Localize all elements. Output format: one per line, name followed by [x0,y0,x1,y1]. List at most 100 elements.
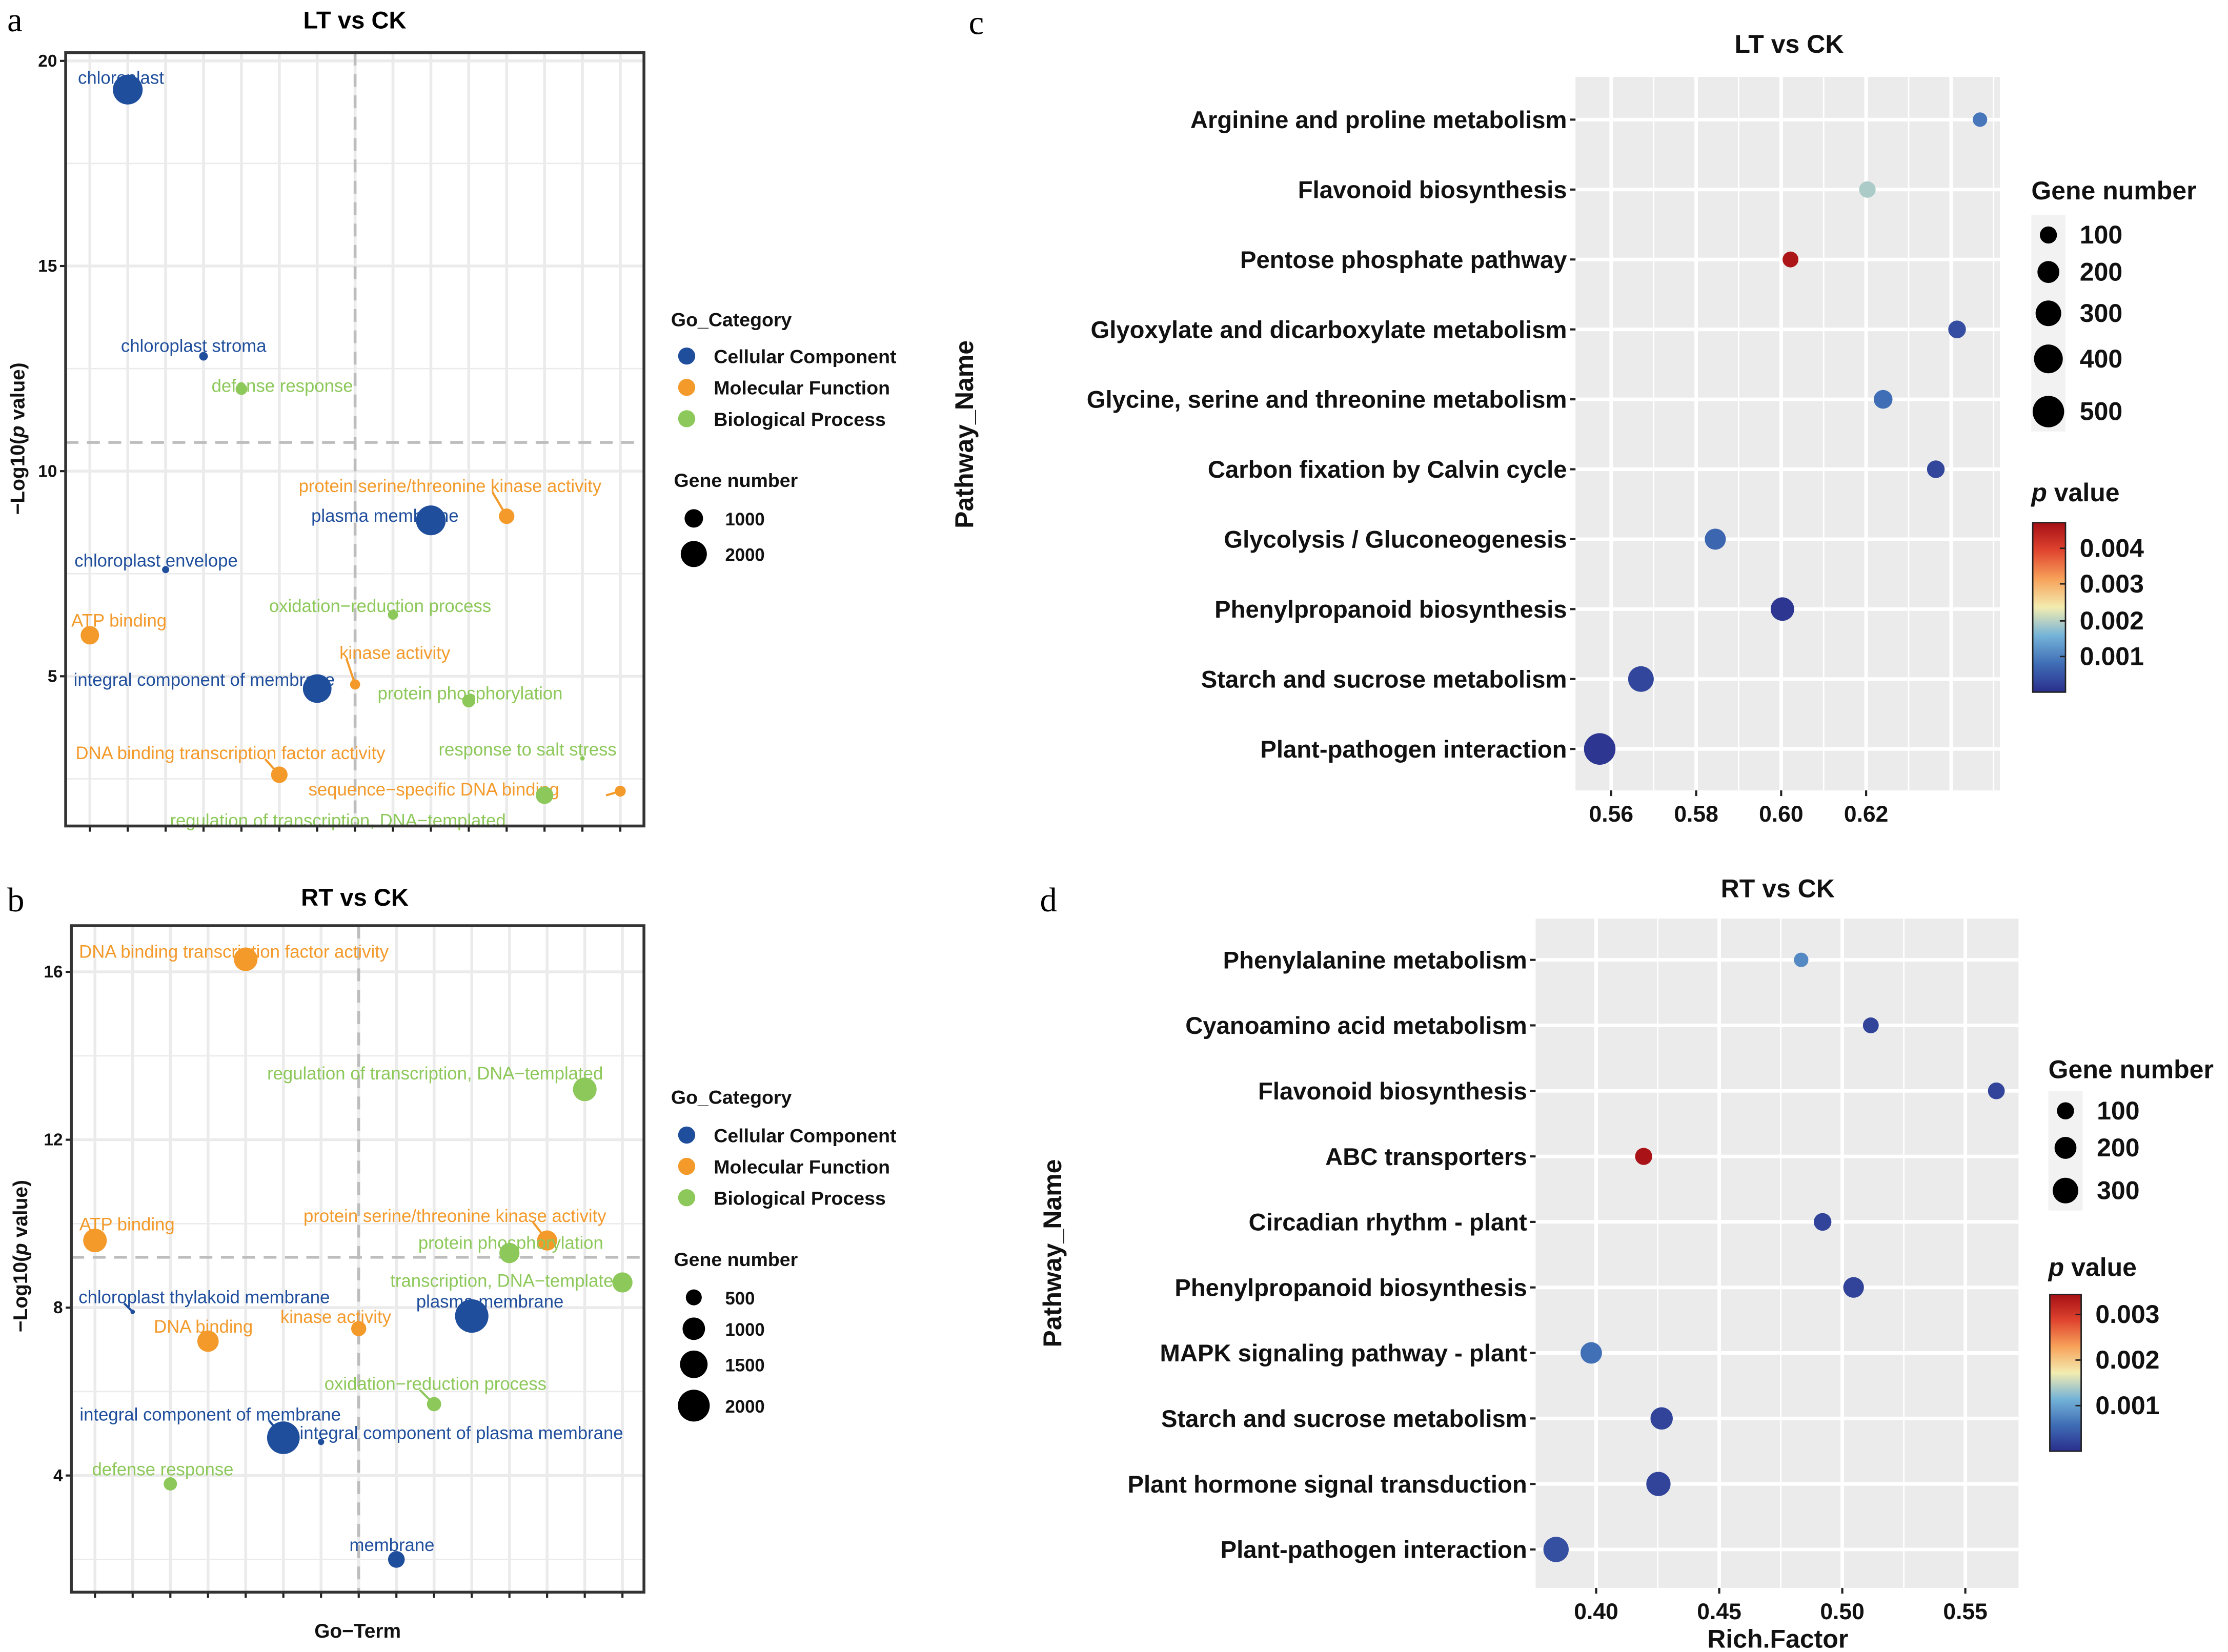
panel-b: b RT vs CK −Log10(p value) Go−Term 4 8 12 1… [7,882,897,1642]
panel-letter: d [1040,882,1057,919]
legend-title: p value [2048,1253,2137,1281]
data-point [1927,460,1945,478]
legend-size-label: 300 [2097,1176,2139,1205]
y-axis-label: −Log10(p value) [7,362,29,515]
legend: Go_Category Cellular Component Molecular F… [671,309,897,567]
y-tick-label: 10 [38,462,57,481]
data-point [199,352,208,361]
legend-swatch [678,1189,696,1207]
legend: Go_Category Cellular Component Molecular F… [671,1086,897,1422]
legend-title-rest: value [2064,1253,2137,1281]
pathway-label: Circadian rhythm - plant [1249,1209,1527,1236]
y-tick-label: 4 [53,1466,63,1485]
data-point [1543,1537,1569,1562]
pathway-label: Phenylpropanoid biosynthesis [1174,1274,1527,1301]
x-tick-label: 0.58 [1674,802,1718,827]
y-tick-label: 20 [38,52,57,71]
point-label: membrane [350,1536,435,1555]
pathway-label: Phenylalanine metabolism [1223,947,1527,974]
plot-area: 5 10 15 20 chloroplast chloroplast stroma defe… [38,51,645,832]
x-tick-label: 0.62 [1844,802,1889,827]
color-bar-label: 0.003 [2095,1300,2159,1329]
pathway-label: Carbon fixation by Calvin cycle [1208,456,1567,483]
legend-size-swatch [2032,396,2064,427]
legend-title: Gene number [2049,1055,2214,1084]
legend-swatch [678,1157,696,1175]
label-leader-line [264,758,280,776]
point-label: sequence−specific DNA binding [309,780,559,800]
legend-size-label: 1000 [725,1320,764,1340]
data-point [1794,952,1809,967]
pathway-label: Phenylpropanoid biosynthesis [1214,596,1567,623]
data-point [197,1330,219,1352]
color-bar-label: 0.002 [2095,1345,2159,1374]
legend-title: Gene number [674,470,798,491]
label-leader-line [605,790,621,797]
legend-title: Go_Category [671,1086,792,1108]
pathway-label: Glycolysis / Gluconeogenesis [1224,526,1567,554]
legend-size-swatch [2052,1177,2079,1204]
chart-title: LT vs CK [1734,30,1844,58]
data-point [499,508,515,524]
legend-size-swatch [678,1390,710,1422]
legend: Gene number 100 200 300 400 500 p value 0.004 0.… [2030,176,2197,693]
pathway-label: Starch and sucrose metabolism [1201,666,1567,693]
y-axis-label: Pathway_Name [950,340,979,528]
x-tick-label: 0.40 [1574,1599,1618,1624]
data-point [83,1229,107,1253]
point-label: regulation of transcription, DNA−templat… [170,811,505,831]
data-point [462,694,476,708]
pathway-label: Flavonoid biosynthesis [1298,176,1567,203]
legend-size-swatch [680,541,707,567]
y-axis-label: Pathway_Name [1038,1159,1067,1348]
x-tick-label: 0.55 [1943,1599,1988,1624]
point-label: kinase activity [280,1308,392,1327]
point-label: ATP binding [71,611,167,631]
x-tick-label: 0.60 [1759,802,1803,827]
legend-title: Go_Category [671,309,792,330]
label-leader-line [123,1302,134,1313]
point-label: chloroplast envelope [74,552,237,571]
pathway-label: MAPK signaling pathway - plant [1160,1340,1527,1367]
data-point [1813,1213,1832,1231]
chart-title: RT vs CK [1721,874,1835,903]
legend-size-swatch [680,1350,708,1378]
data-point [1584,733,1616,765]
pathway-label: Flavonoid biosynthesis [1258,1078,1527,1105]
panel-letter: a [7,2,23,39]
color-bar-label: 0.003 [2080,569,2144,598]
data-point [388,609,398,620]
data-point [1973,112,1988,127]
legend-size-label: 100 [2097,1096,2139,1125]
pathway-label: Glyoxylate and dicarboxylate metabolism [1091,316,1567,343]
legend-item: Cellular Component [714,346,897,368]
data-point [1783,251,1799,268]
pathway-label: Arginine and proline metabolism [1190,107,1567,134]
point-label: chloroplast stroma [121,337,267,356]
point-label: plasma membrane [416,1292,564,1312]
x-axis-label: Go−Term [314,1620,401,1642]
x-tick-label: 0.45 [1697,1599,1741,1624]
legend-size-swatch [2035,300,2061,327]
data-point [1859,181,1876,198]
data-point [1948,320,1966,338]
legend-swatch [678,379,696,396]
data-point [536,786,554,804]
legend-size-label: 200 [2080,257,2122,286]
data-point [1635,1148,1652,1165]
panel-c: c LT vs CK Pathway_Name Arginine and pro… [950,5,2197,827]
panel-d: d RT vs CK Pathway_Name Rich.Factor Phen… [1038,874,2214,1652]
pathway-label: Glycine, serine and threonine metabolism [1087,386,1567,414]
color-bar-label: 0.002 [2080,606,2144,635]
point-label: defense response [212,377,353,396]
x-tick-label: 0.56 [1589,802,1634,827]
label-leader-line [532,1221,548,1241]
pathway-label: Pentose phosphate pathway [1240,247,1567,274]
panel-letter: c [969,5,984,42]
legend-size-swatch [2037,261,2060,283]
pathway-label: Plant-pathogen interaction [1221,1537,1527,1564]
legend-size-label: 2000 [725,546,764,565]
data-point [612,1272,633,1293]
data-point [267,1421,300,1454]
y-tick-label: 15 [38,257,57,276]
